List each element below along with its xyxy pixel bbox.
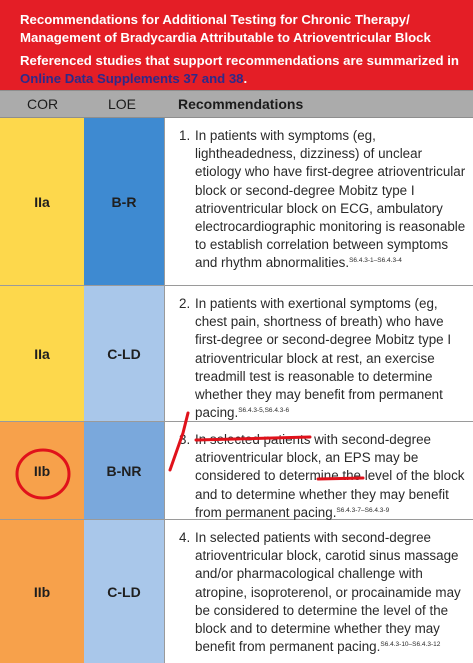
recommendation-number: 1.	[179, 128, 191, 143]
table-row: IIa B-R 1. In patients with symptoms (eg…	[0, 118, 473, 286]
cor-cell: IIa	[0, 118, 84, 285]
column-header-row: COR LOE Recommendations	[0, 90, 473, 118]
reference-note: Referenced studies that support recommen…	[20, 52, 465, 88]
recommendation-cell: 4. In selected patients with second-degr…	[164, 520, 473, 663]
recommendation-text: In selected patients with second-degree …	[195, 432, 465, 520]
table-title: Recommendations for Additional Testing f…	[20, 12, 431, 45]
loe-cell: C-LD	[84, 286, 164, 421]
table-row: IIb C-LD 4. In selected patients with se…	[0, 520, 473, 663]
recommendation-cell: 3. In selected patients with second-degr…	[164, 422, 473, 520]
recommendation-number: 2.	[179, 296, 191, 311]
cor-cell: IIb	[0, 520, 84, 663]
recommendation-text: In selected patients with second-degree …	[195, 530, 461, 655]
reference-suffix: .	[243, 71, 248, 86]
data-supplement-link[interactable]: Online Data Supplements 37 and 38	[20, 71, 244, 86]
cor-cell: IIa	[0, 286, 84, 421]
cor-cell: IIb	[0, 422, 84, 519]
recommendation-number: 3.	[179, 432, 191, 447]
column-header-recommendations: Recommendations	[178, 96, 304, 112]
loe-cell: B-NR	[84, 422, 164, 519]
reference-prefix: Referenced studies that support recommen…	[20, 53, 459, 68]
table-row: IIb B-NR 3. In selected patients with se…	[0, 422, 473, 520]
column-header-loe: LOE	[108, 96, 137, 112]
reference-citation: S6.4.3-5,S6.4.3-6	[238, 407, 290, 415]
column-header-cor: COR	[27, 96, 59, 112]
reference-citation: S6.4.3-10–S6.4.3-12	[380, 641, 441, 649]
recommendation-cell: 2. In patients with exertional symptoms …	[164, 286, 473, 421]
loe-cell: C-LD	[84, 520, 164, 663]
loe-cell: B-R	[84, 118, 164, 285]
table-row: IIa C-LD 2. In patients with exertional …	[0, 286, 473, 422]
recommendation-text: In patients with symptoms (eg, lighthead…	[195, 128, 466, 271]
recommendation-text: In patients with exertional symptoms (eg…	[195, 296, 452, 421]
reference-citation: S6.4.3-7–S6.4.3-9	[336, 506, 390, 514]
recommendation-number: 4.	[179, 530, 191, 545]
table-header: Recommendations for Additional Testing f…	[0, 0, 473, 90]
recommendation-cell: 1. In patients with symptoms (eg, lighth…	[164, 118, 473, 285]
reference-citation: S6.4.3-1–S6.4.3-4	[349, 257, 402, 265]
